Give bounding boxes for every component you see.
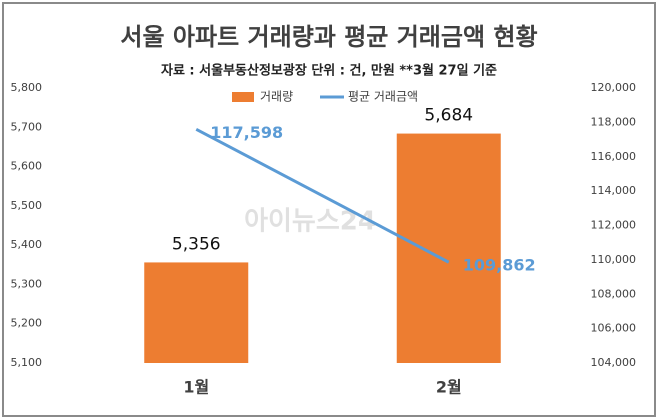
legend-swatch [232, 92, 254, 102]
y-tick-label: 5,500 [11, 199, 43, 212]
chart-subtitle: 자료 : 서울부동산정보광장 단위 : 건, 만원 **3월 27일 기준 [161, 63, 497, 79]
legend-label: 거래량 [260, 90, 293, 104]
y-tick-label: 5,300 [11, 277, 43, 290]
y2-tick-label: 112,000 [591, 219, 637, 232]
y2-tick-label: 120,000 [591, 81, 637, 94]
y2-tick-label: 116,000 [591, 150, 637, 163]
y-tick-label: 5,200 [11, 317, 43, 330]
y2-tick-label: 106,000 [591, 322, 637, 335]
y-tick-label: 5,800 [11, 81, 43, 94]
y2-tick-label: 104,000 [591, 356, 637, 369]
line [195, 127, 450, 264]
y2-tick-label: 114,000 [591, 184, 637, 197]
line-value-label: 109,862 [463, 256, 536, 275]
y2-tick-label: 118,000 [591, 115, 637, 128]
x-tick-label: 1월 [183, 378, 209, 397]
watermark: 아이뉴스24 [244, 207, 376, 237]
y-tick-label: 5,100 [11, 356, 43, 369]
bar-value-label: 5,684 [424, 106, 473, 126]
y-tick-label: 5,600 [11, 160, 43, 173]
line-value-label: 117,598 [210, 123, 283, 142]
y-tick-label: 5,700 [11, 120, 43, 133]
bar [396, 133, 501, 363]
chart-title: 서울 아파트 거래량과 평균 거래금액 현황 [120, 23, 537, 51]
legend-label: 평균 거래금액 [348, 90, 418, 104]
bar-value-label: 5,356 [172, 234, 221, 254]
y2-tick-label: 108,000 [591, 287, 637, 300]
y2-tick-label: 110,000 [591, 253, 637, 266]
x-tick-label: 2월 [436, 378, 462, 397]
y-tick-label: 5,400 [11, 238, 43, 251]
bar [144, 262, 249, 363]
